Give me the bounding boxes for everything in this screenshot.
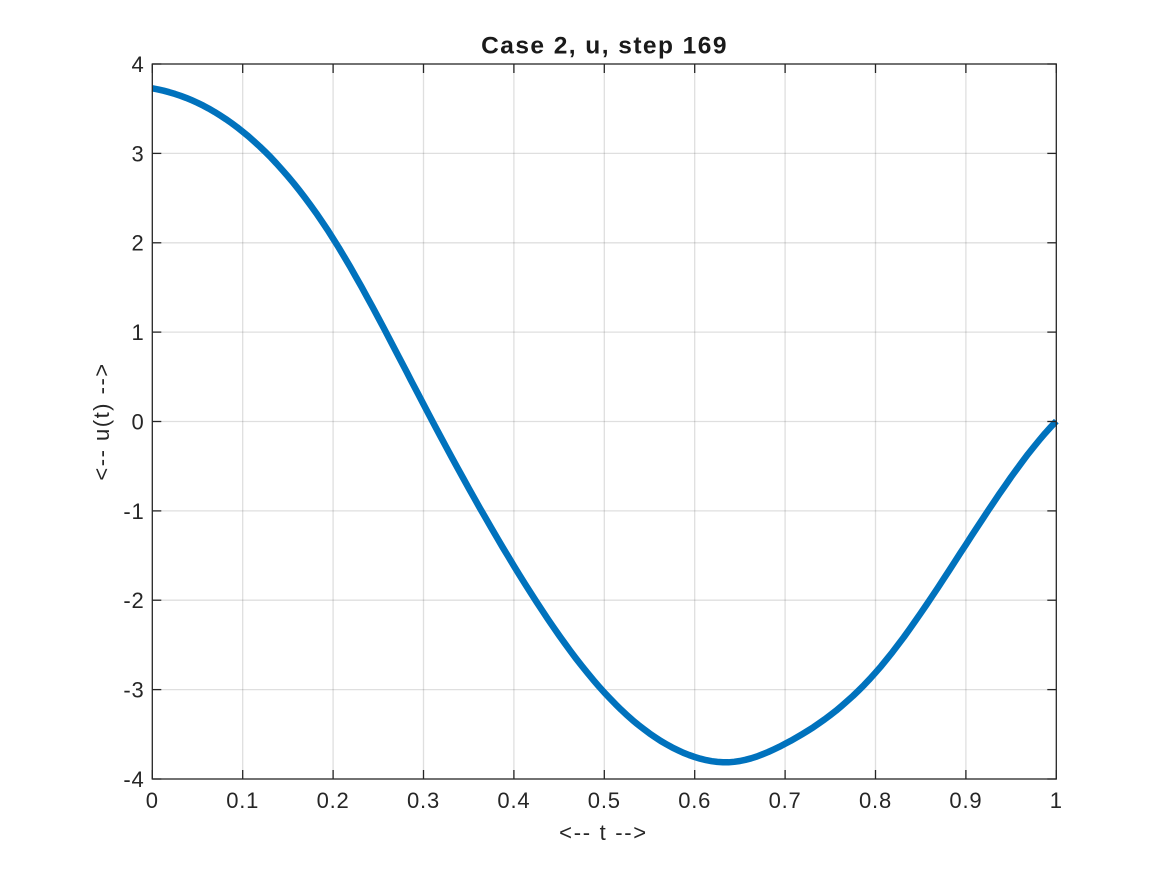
svg-text:3: 3 (131, 141, 144, 166)
svg-text:0: 0 (146, 788, 159, 813)
svg-text:-2: -2 (123, 588, 144, 613)
svg-text:0.6: 0.6 (678, 788, 711, 813)
svg-text:<-- t -->: <-- t --> (559, 820, 648, 845)
svg-text:1: 1 (1050, 788, 1063, 813)
svg-text:0.7: 0.7 (769, 788, 802, 813)
svg-text:0.8: 0.8 (859, 788, 892, 813)
svg-text:0.4: 0.4 (497, 788, 530, 813)
svg-text:-3: -3 (123, 678, 144, 703)
svg-text:0.5: 0.5 (588, 788, 621, 813)
svg-text:1: 1 (131, 320, 144, 345)
svg-text:-4: -4 (123, 767, 144, 792)
svg-text:0.1: 0.1 (226, 788, 259, 813)
svg-text:0.3: 0.3 (407, 788, 440, 813)
svg-text:4: 4 (131, 52, 144, 77)
svg-text:Case 2, u, step 169: Case 2, u, step 169 (481, 33, 728, 60)
svg-text:<-- u(t) -->: <-- u(t) --> (89, 362, 114, 480)
svg-text:0.2: 0.2 (317, 788, 350, 813)
svg-text:2: 2 (131, 231, 144, 256)
svg-text:0: 0 (131, 409, 144, 434)
svg-text:0.9: 0.9 (949, 788, 982, 813)
svg-text:-1: -1 (123, 499, 144, 524)
